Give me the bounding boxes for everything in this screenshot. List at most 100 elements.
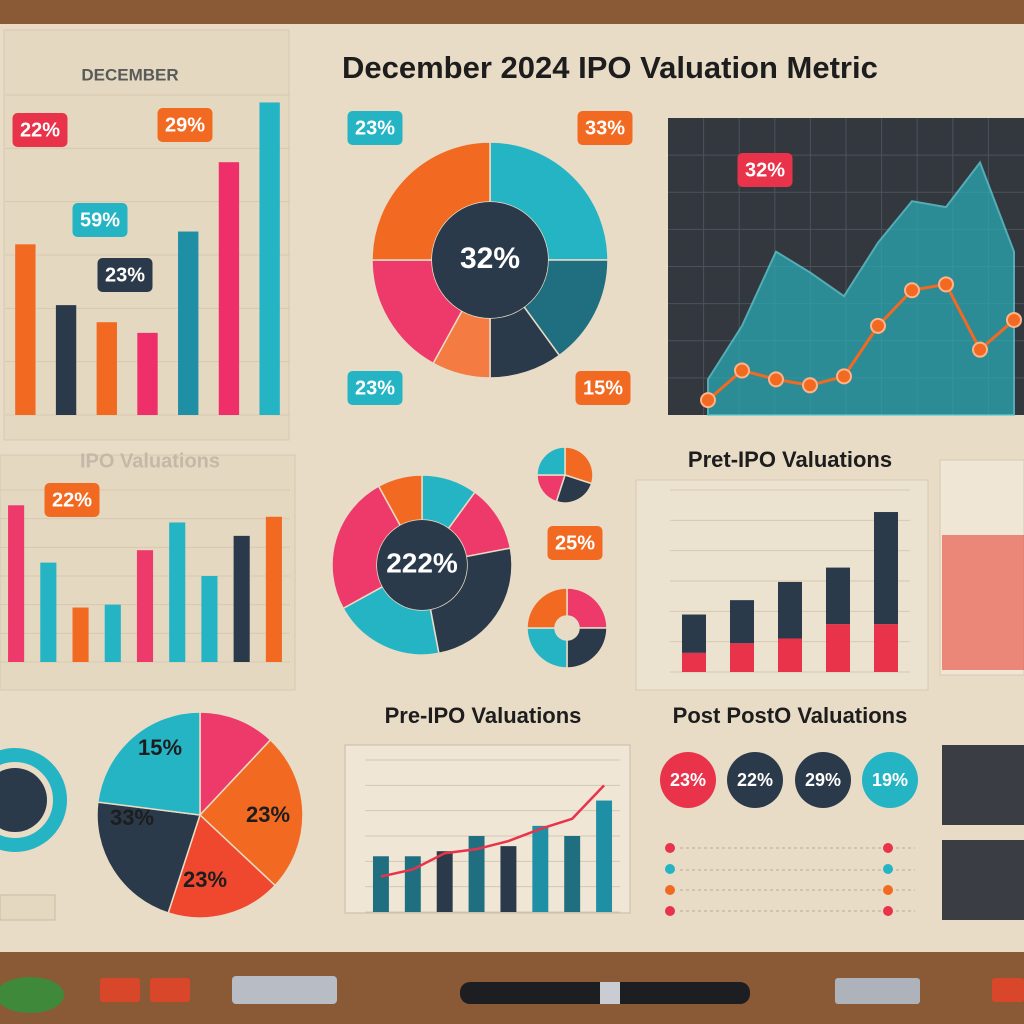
pie-slice xyxy=(564,446,594,485)
donut-center: 32% xyxy=(460,242,520,275)
line-point xyxy=(836,368,852,385)
annotation-badge xyxy=(347,371,403,405)
trend-line xyxy=(380,784,605,878)
bar xyxy=(72,607,89,662)
bar xyxy=(468,836,485,912)
value-label: 22% xyxy=(737,770,773,790)
bar xyxy=(15,244,36,415)
bar xyxy=(178,231,199,415)
annotation-badge xyxy=(347,111,403,145)
line-point xyxy=(802,377,818,394)
bar xyxy=(372,856,389,912)
ring xyxy=(0,748,67,852)
value-badge xyxy=(660,752,716,808)
line-point xyxy=(768,371,784,388)
annotation-badge xyxy=(72,203,128,237)
side-card xyxy=(942,745,1024,825)
bar xyxy=(259,102,280,415)
bar-segment xyxy=(826,567,850,625)
annotation: 32% xyxy=(745,159,785,181)
bar xyxy=(532,825,549,912)
annotation: 23% xyxy=(246,802,290,827)
page-title: December 2024 IPO Valuation Metric xyxy=(342,50,878,85)
donut-center: 222% xyxy=(386,547,458,578)
panel xyxy=(344,744,631,914)
desk-items xyxy=(0,976,1024,1013)
bar xyxy=(265,516,282,662)
bar xyxy=(436,851,453,912)
annotation: 33% xyxy=(585,117,625,139)
bar-segment xyxy=(874,624,898,672)
ring-core xyxy=(0,768,47,832)
line-point xyxy=(1006,311,1022,328)
bar xyxy=(564,836,581,912)
pie-slice xyxy=(526,587,568,629)
chart-title: IPO Valuations xyxy=(80,450,220,472)
value-badge xyxy=(795,752,851,808)
annotation: 23% xyxy=(183,867,227,892)
annotation: 33% xyxy=(110,805,154,830)
annotation-badge xyxy=(44,483,100,517)
bar-segment xyxy=(730,643,754,672)
chart-title: DECEMBER xyxy=(81,65,178,84)
bar xyxy=(55,305,77,415)
annotation-badge xyxy=(575,371,631,405)
area xyxy=(707,160,1015,416)
line-point xyxy=(700,392,716,409)
line-point xyxy=(734,362,750,379)
bar xyxy=(201,576,218,662)
pie-slice xyxy=(96,711,201,816)
annotation-badge xyxy=(737,153,793,187)
chart-title: Pret-IPO Valuations xyxy=(688,447,892,472)
bar xyxy=(233,535,250,662)
bar xyxy=(137,332,158,415)
bar xyxy=(500,846,517,912)
value-badge xyxy=(862,752,918,808)
bar xyxy=(596,800,613,912)
line xyxy=(707,282,1015,402)
bar xyxy=(96,322,117,415)
mini-chart xyxy=(942,535,1024,670)
bar-segment xyxy=(730,600,754,644)
annotation-badge xyxy=(577,111,633,145)
pie-slice xyxy=(199,711,272,817)
bar-segment xyxy=(826,624,850,672)
bar xyxy=(218,162,240,415)
bar-segment xyxy=(778,581,802,639)
bar-segment xyxy=(682,614,706,653)
annotation: 25% xyxy=(555,532,595,554)
value-label: 19% xyxy=(872,770,908,790)
pie-slice xyxy=(555,474,593,504)
bar xyxy=(8,505,25,662)
pie-slice xyxy=(198,738,304,887)
value-label: 23% xyxy=(670,770,706,790)
legend-dots xyxy=(665,843,893,916)
chart-title: Pre-IPO Valuations xyxy=(385,703,582,728)
annotation: 22% xyxy=(20,119,60,141)
donut-hole xyxy=(377,520,467,610)
line-point xyxy=(904,282,920,299)
annotation: 15% xyxy=(583,377,623,399)
pie-slice xyxy=(566,587,608,629)
line-point xyxy=(870,317,886,334)
annotation-badge xyxy=(547,526,603,560)
side-card xyxy=(942,840,1024,920)
annotation: 15% xyxy=(138,735,182,760)
annotation: 59% xyxy=(80,209,120,231)
bar xyxy=(404,856,421,912)
pie-slice xyxy=(566,627,608,669)
annotation: 29% xyxy=(165,114,205,136)
value-badge xyxy=(727,752,783,808)
bar-segment xyxy=(682,652,706,672)
annotation: 22% xyxy=(52,489,92,511)
annotation: 23% xyxy=(105,264,145,286)
bar xyxy=(104,604,121,662)
panel xyxy=(0,894,56,921)
pie-slice xyxy=(167,813,277,919)
annotation-badge xyxy=(97,258,153,292)
value-label: 29% xyxy=(805,770,841,790)
line-point xyxy=(938,276,954,293)
bar xyxy=(136,550,154,662)
pie-slice xyxy=(536,446,566,476)
